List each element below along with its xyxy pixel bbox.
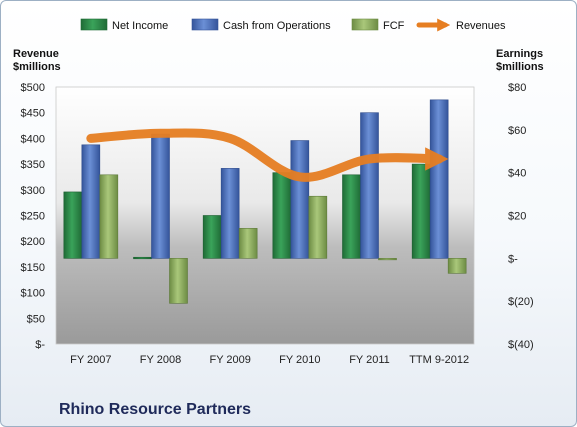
legend-label-net-income: Net Income <box>112 20 168 32</box>
bar-net-income <box>202 215 222 259</box>
legend-label-revenues: Revenues <box>456 20 506 32</box>
bar-net-income <box>63 191 83 259</box>
bar-fcf <box>169 258 188 304</box>
left-axis-ticks: $500 $450 $400 $350 $300 $250 $200 $150 $100 $50 $… <box>21 82 46 351</box>
bar-cash-from-operations <box>151 133 170 259</box>
right-tick-label: $(20) <box>508 296 534 308</box>
right-tick-label: $80 <box>508 82 526 94</box>
bar-fcf <box>308 195 328 259</box>
x-tick-label: FY 2011 <box>349 354 390 366</box>
bar-fcf <box>99 174 119 259</box>
bar-cash-from-operations <box>290 140 310 259</box>
x-tick-label: FY 2008 <box>140 354 181 366</box>
right-tick-label: $40 <box>508 168 526 180</box>
legend-label-cash-from-operations: Cash from Operations <box>223 20 331 32</box>
left-tick-label: $450 <box>21 108 45 120</box>
left-tick-label: $400 <box>21 133 45 145</box>
x-tick-label: FY 2010 <box>279 354 320 366</box>
left-tick-label: $500 <box>21 82 45 94</box>
revenue-line-group <box>86 128 449 182</box>
right-axis-title-line1: Earnings <box>496 48 543 60</box>
right-axis-ticks: $80 $60 $40 $20 $- $(20) $(40) <box>508 82 534 351</box>
right-tick-label: $- <box>508 253 518 265</box>
left-tick-label: $350 <box>21 159 45 171</box>
left-tick-label: $200 <box>21 236 45 248</box>
right-tick-label: $60 <box>508 125 526 137</box>
left-tick-label: $100 <box>21 288 45 300</box>
right-axis-title-line2: $millions <box>496 61 544 73</box>
left-tick-label: $- <box>35 339 45 351</box>
bar-fcf <box>447 258 467 274</box>
bar-fcf <box>238 228 258 259</box>
left-tick-label: $50 <box>27 313 45 325</box>
bar-fcf <box>378 258 397 261</box>
left-axis-title-line1: Revenue <box>13 48 59 60</box>
bar-cash-from-operations <box>81 144 101 259</box>
bars-group <box>63 99 467 304</box>
revenue-line <box>86 128 449 182</box>
right-tick-label: $20 <box>508 211 526 223</box>
plot-area <box>55 86 475 345</box>
left-tick-label: $150 <box>21 262 45 274</box>
left-tick-label: $250 <box>21 211 45 223</box>
bar-net-income <box>272 172 292 259</box>
x-tick-label: FY 2007 <box>70 354 111 366</box>
bar-cash-from-operations <box>220 168 240 259</box>
bar-net-income <box>411 163 431 259</box>
legend-swatch-net-income <box>80 18 108 31</box>
right-tick-label: $(40) <box>508 339 534 351</box>
legend-swatch-fcf <box>351 18 379 31</box>
legend-label-fcf: FCF <box>383 20 405 32</box>
left-axis-title-line2: $millions <box>13 61 61 73</box>
bar-cash-from-operations <box>429 99 449 259</box>
bar-cash-from-operations <box>360 112 379 259</box>
x-axis-ticks: FY 2007 FY 2008 FY 2009 FY 2010 FY 2011 TTM 9… <box>70 354 469 366</box>
left-tick-label: $300 <box>21 185 45 197</box>
chart-title: Rhino Resource Partners <box>59 401 251 418</box>
legend: Net Income Cash from Operations FCF Reve… <box>80 18 506 32</box>
x-tick-label: TTM 9-2012 <box>409 354 469 366</box>
bar-net-income <box>133 256 152 260</box>
x-tick-label: FY 2009 <box>209 354 250 366</box>
legend-swatch-cash-from-operations <box>191 18 219 31</box>
bar-net-income <box>342 174 361 259</box>
